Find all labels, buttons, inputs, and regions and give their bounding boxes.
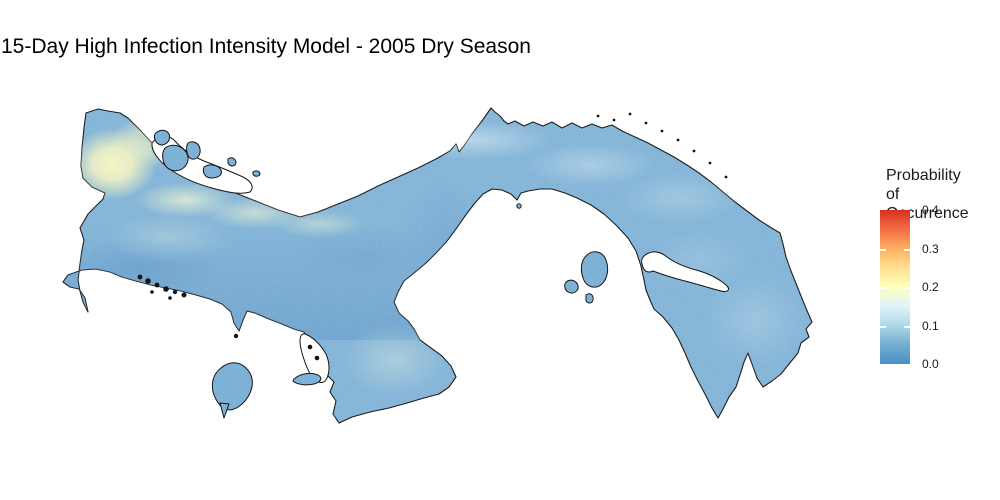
pearl-islet bbox=[585, 293, 594, 304]
colorbar-tick-0.1-right bbox=[904, 325, 910, 328]
bocas-island-popa bbox=[202, 164, 222, 179]
escudo-de-veraguas-islet bbox=[252, 170, 261, 177]
bocas-island-bastimentos bbox=[162, 144, 189, 172]
gulf-of-san-miguel-inlet bbox=[641, 251, 729, 292]
legend-label-0.4: 0.4 bbox=[922, 203, 939, 217]
jicaron-islet bbox=[219, 402, 230, 419]
page-title: 15-Day High Infection Intensity Model - … bbox=[1, 35, 531, 58]
legend-label-0.0: 0.0 bbox=[922, 357, 939, 371]
pearl-island-san-jose bbox=[564, 279, 579, 294]
colorbar-tick-0.1-left bbox=[880, 325, 886, 328]
legend-label-0.1: 0.1 bbox=[922, 318, 939, 333]
cebaco-island bbox=[292, 372, 322, 386]
bocas-islet bbox=[227, 157, 237, 167]
taboga-islet bbox=[516, 203, 522, 209]
legend-colorbar bbox=[880, 210, 910, 364]
colorbar-tick-0.2-left bbox=[880, 287, 886, 289]
colorbar-tick-0.2-right bbox=[904, 287, 910, 289]
colorbar-tick-0.3-left bbox=[880, 248, 886, 251]
colorbar-tick-0.3-right bbox=[904, 248, 910, 251]
mangrove-islets bbox=[137, 274, 320, 361]
bocas-island-cristobal bbox=[186, 141, 201, 160]
san-blas-islets bbox=[596, 112, 728, 179]
bocas-island-colon bbox=[154, 129, 171, 146]
coiba-island bbox=[211, 362, 253, 411]
legend-title-line1: Probability of bbox=[886, 167, 961, 203]
islands bbox=[137, 112, 728, 419]
legend-label-0.2: 0.2 bbox=[922, 280, 939, 294]
legend-label-0.3: 0.3 bbox=[922, 241, 939, 256]
pearl-island-rey bbox=[580, 251, 609, 288]
